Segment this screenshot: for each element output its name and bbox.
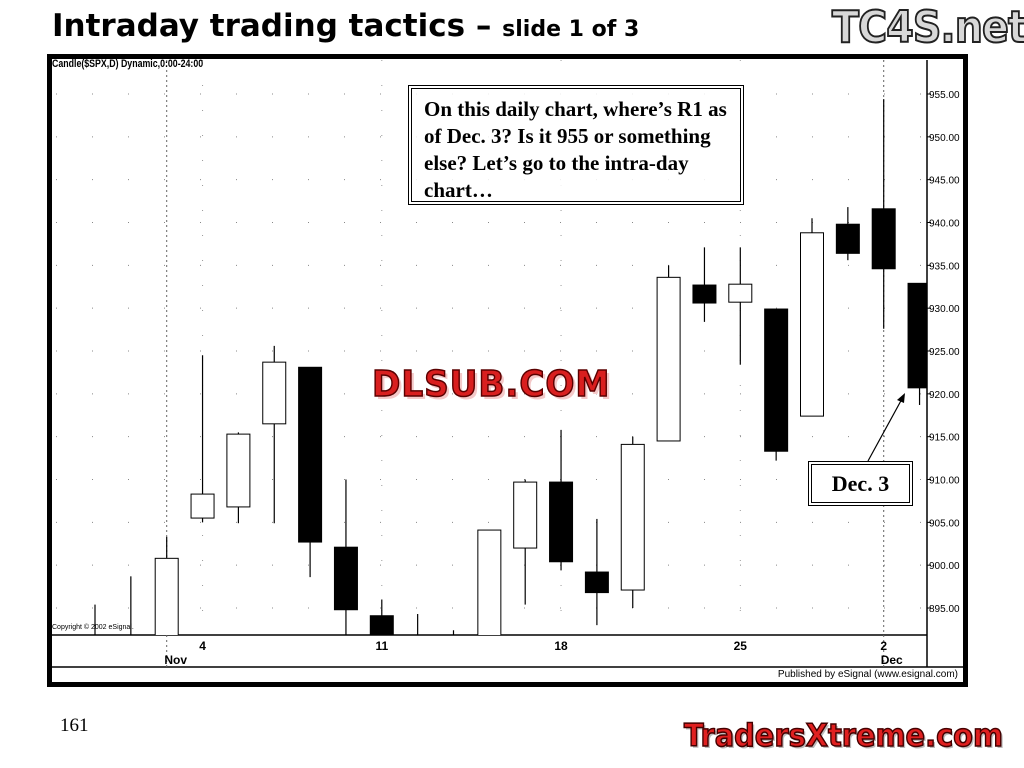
candle-up <box>190 493 215 519</box>
candle-down <box>333 546 358 611</box>
candle-up <box>442 715 465 719</box>
y-tick-label: 950.00 <box>929 133 960 144</box>
candle-up <box>477 529 502 635</box>
x-tick-label: 25 <box>734 639 748 653</box>
page-number: 161 <box>60 715 89 736</box>
question-callout: On this daily chart, where’s R1 as of De… <box>408 85 744 205</box>
x-tick-label: 11 <box>375 639 388 653</box>
annotation-arrow <box>867 396 904 462</box>
y-tick-label: 945.00 <box>929 176 960 187</box>
candle-up <box>800 232 824 417</box>
candle-up <box>154 557 179 635</box>
x-tick-label: 4 <box>199 639 206 653</box>
candle-down <box>907 282 927 389</box>
slide-subtitle: slide 1 of 3 <box>502 17 640 42</box>
x-month-label: Nov <box>164 653 187 667</box>
candle-down <box>298 366 323 543</box>
arrow-head-icon <box>897 393 905 403</box>
candle-up <box>226 433 251 508</box>
x-tick-label: 2 <box>880 639 887 653</box>
tradersxtreme-logo: TradersXtreme.com <box>683 717 1004 755</box>
x-month-label: Dec <box>881 653 903 667</box>
tc4s-logo: TC4S.net <box>831 1 1024 54</box>
title-text: Intraday trading tactics – <box>52 8 492 44</box>
chart-header: Candle($SPX,D) Dynamic,0:00-24:00 <box>52 58 204 70</box>
candle-down <box>764 308 789 452</box>
copyright-text: Copyright © 2002 eSignal. <box>52 624 134 631</box>
dec3-callout: Dec. 3 <box>808 461 913 506</box>
candle-up <box>513 481 538 549</box>
candle-up <box>728 283 753 303</box>
y-axis: 955.00 950.00 945.00 940.00 935.00 930.00 925.… <box>927 90 960 615</box>
candle-down <box>692 284 717 304</box>
candle-down <box>549 481 574 563</box>
candle-up <box>262 361 287 425</box>
y-tick-label: 955.00 <box>929 90 960 101</box>
candle-up <box>406 685 429 719</box>
y-tick-label: 895.00 <box>929 604 960 615</box>
slide-title: Intraday trading tactics – slide 1 of 3 <box>52 8 639 44</box>
candle-up <box>620 443 645 591</box>
candle-down <box>584 571 609 594</box>
candle-up <box>656 276 681 442</box>
candle-down <box>871 208 896 270</box>
y-tick-label: 920.00 <box>929 390 960 401</box>
y-tick-label: 940.00 <box>929 219 960 230</box>
y-tick-label: 905.00 <box>929 518 960 529</box>
x-tick-label: 18 <box>554 639 568 653</box>
y-tick-label: 935.00 <box>929 261 960 272</box>
y-tick-label: 930.00 <box>929 304 960 315</box>
y-tick-label: 910.00 <box>929 476 960 487</box>
published-text: Published by eSignal (www.esignal.com) <box>777 669 958 680</box>
y-tick-label: 925.00 <box>929 347 960 358</box>
dlsub-watermark: DLSUB.COM <box>371 363 611 406</box>
y-tick-label: 900.00 <box>929 561 960 572</box>
candle-down <box>835 223 860 254</box>
candle-down <box>369 615 394 635</box>
candles <box>94 99 927 719</box>
y-tick-label: 915.00 <box>929 433 960 444</box>
